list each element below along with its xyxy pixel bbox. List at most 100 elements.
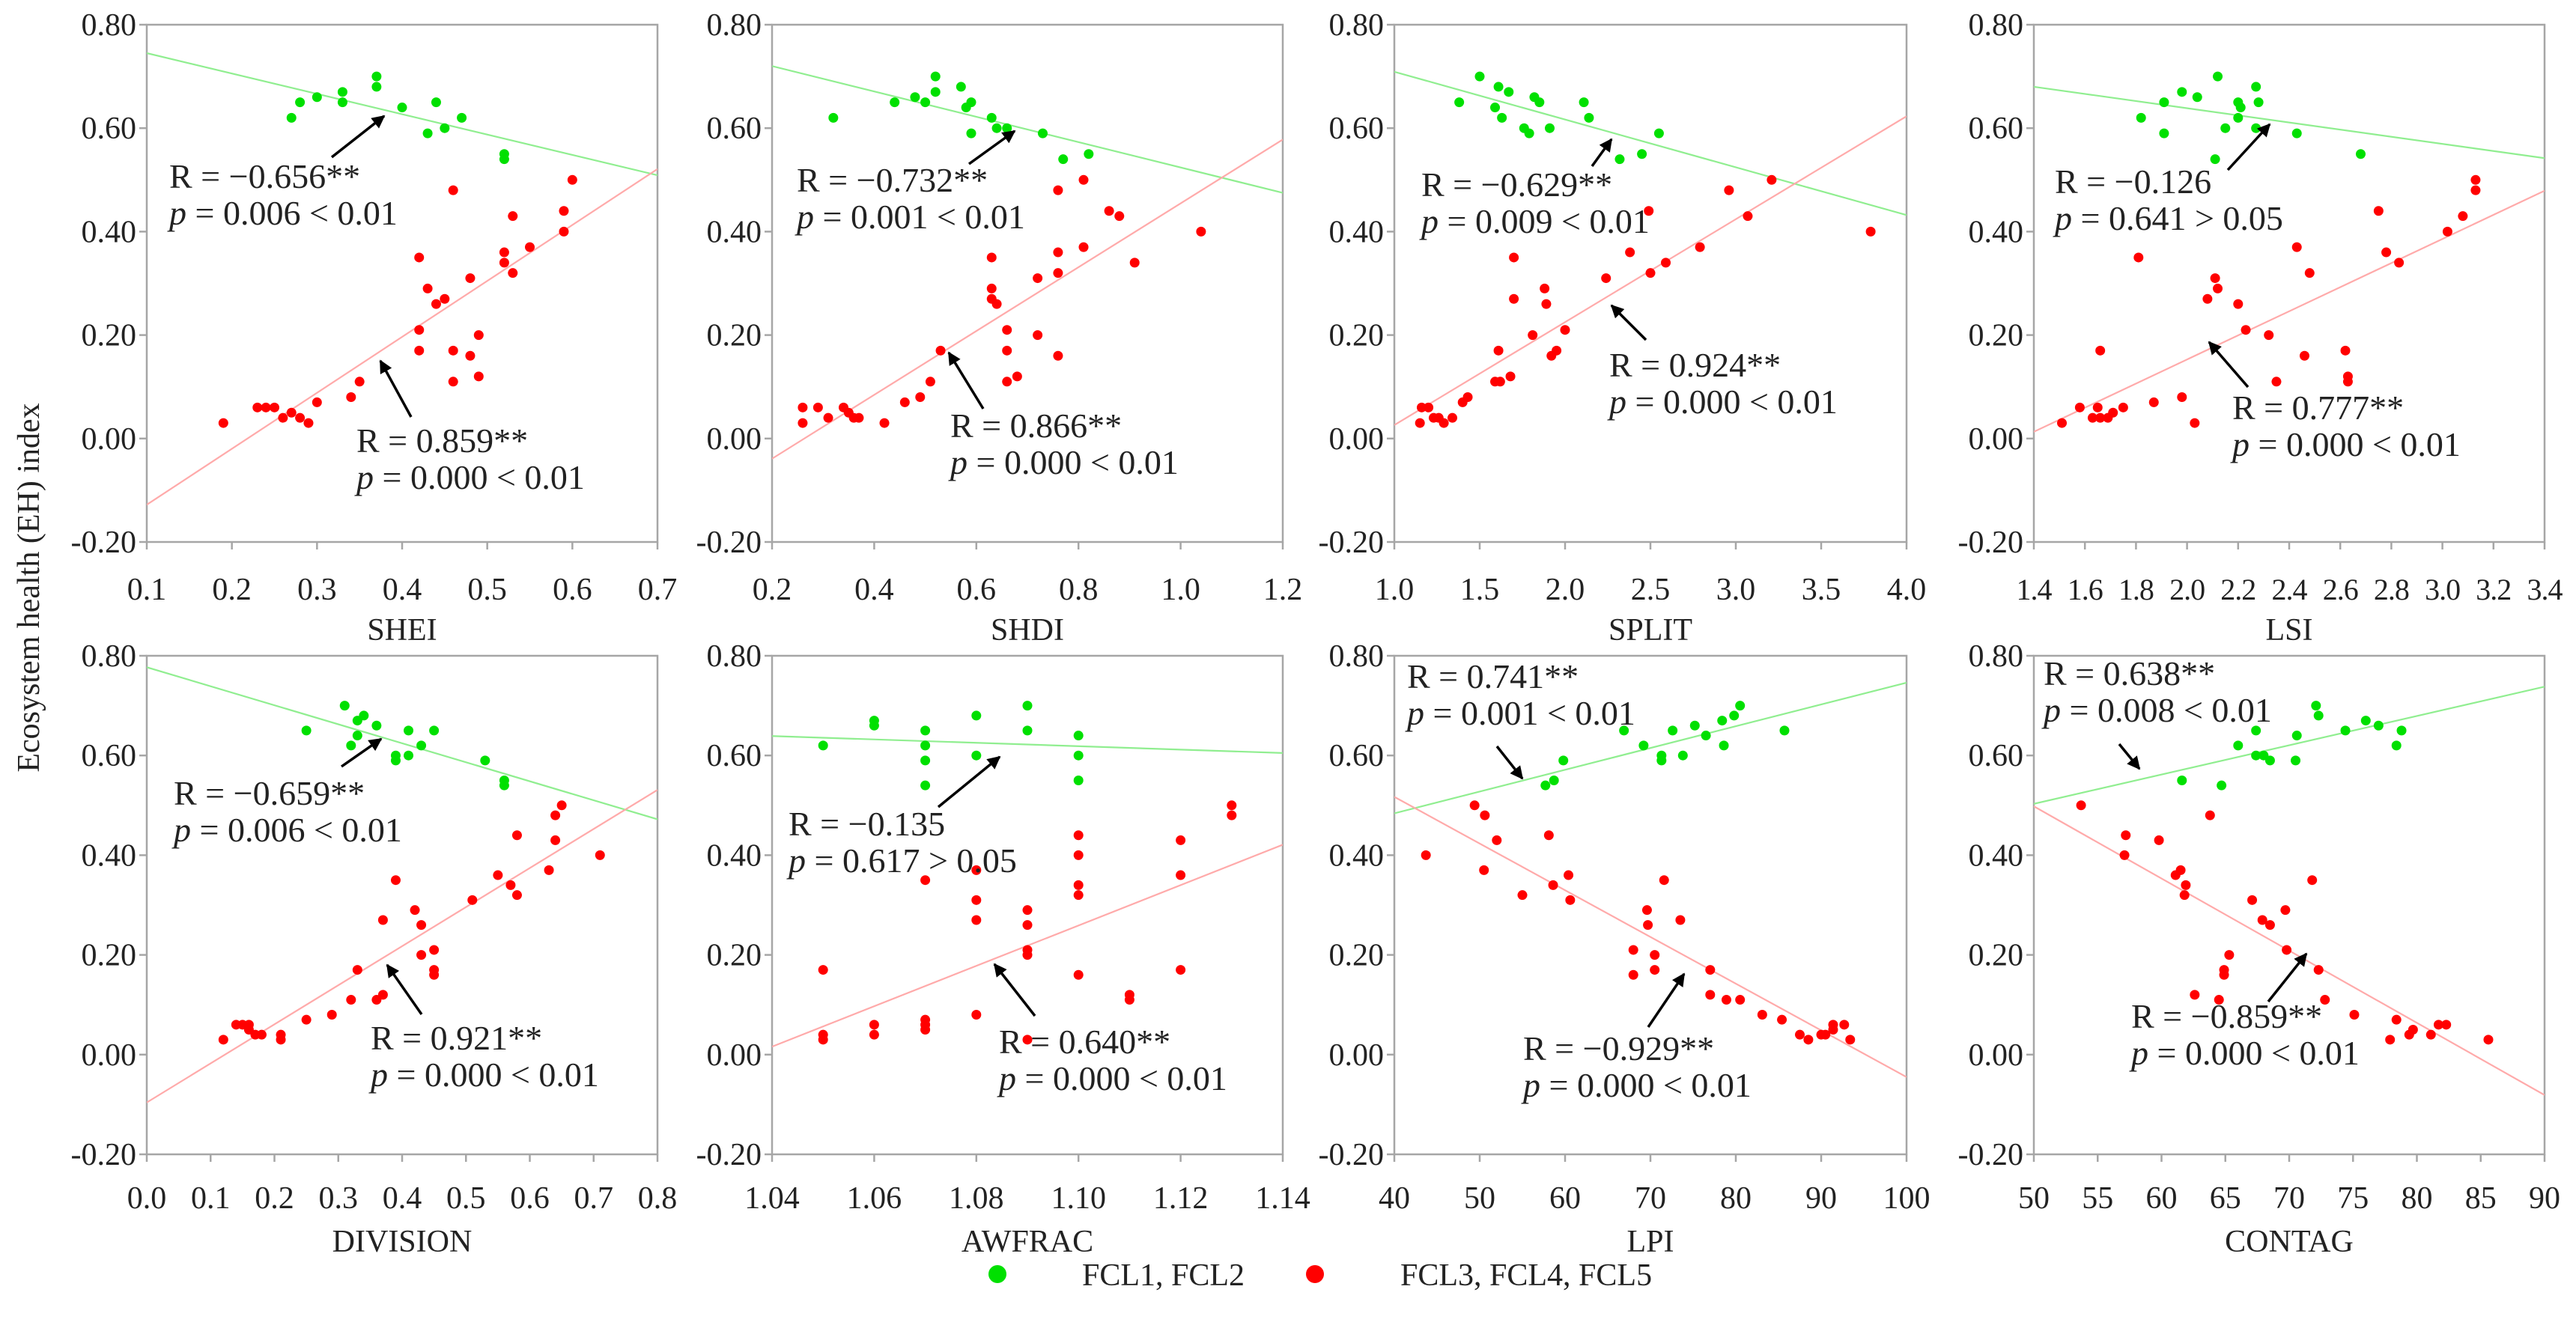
x-tick-label: 1.6 xyxy=(2068,573,2103,606)
trend-line xyxy=(772,65,1283,194)
y-tick-label: 0.80 xyxy=(1969,639,2024,674)
x-tick-label: 60 xyxy=(1549,1181,1581,1216)
data-point xyxy=(550,810,561,820)
series-fcl3-fcl4-fcl5 xyxy=(1394,796,1907,1078)
data-point xyxy=(2458,211,2468,222)
data-point xyxy=(2210,273,2220,284)
data-point xyxy=(2425,1029,2436,1040)
trend-line xyxy=(2034,686,2545,805)
r-value-label: R = −0.659** xyxy=(174,774,365,812)
x-tick-label: 0.4 xyxy=(854,573,894,607)
data-point xyxy=(1497,112,1507,123)
trend-line xyxy=(772,735,1283,754)
data-point xyxy=(1528,330,1538,341)
data-point xyxy=(1505,371,1516,382)
data-point xyxy=(991,123,1002,133)
plot-frame xyxy=(2032,654,2546,1156)
arrow-icon xyxy=(340,737,383,768)
data-point xyxy=(1638,740,1649,751)
data-point xyxy=(1002,377,1012,387)
y-tick-label: 0.00 xyxy=(82,1038,137,1073)
data-point xyxy=(2291,128,2302,138)
data-point xyxy=(1439,418,1449,428)
y-tick-label: 0.00 xyxy=(1969,422,2024,457)
y-tick-label: 0.20 xyxy=(707,939,762,973)
data-point xyxy=(410,905,420,916)
trend-line xyxy=(147,52,657,177)
data-point xyxy=(286,112,297,123)
data-point xyxy=(511,890,522,901)
trend-line xyxy=(772,138,1283,460)
arrow-icon xyxy=(379,359,413,418)
x-tick-label: 90 xyxy=(1805,1181,1837,1216)
data-point xyxy=(2313,710,2324,721)
data-point xyxy=(559,226,569,237)
data-point xyxy=(930,87,941,97)
series-fcl1-fcl2 xyxy=(1394,70,1907,216)
trend-line xyxy=(1394,681,1907,814)
data-point xyxy=(2470,174,2481,185)
data-point xyxy=(1022,950,1033,960)
data-point xyxy=(1735,701,1746,711)
data-point xyxy=(1625,247,1635,258)
data-point xyxy=(1601,273,1611,284)
r-value-label: R = 0.866** xyxy=(950,406,1122,445)
data-point xyxy=(869,1029,879,1040)
panel-split: 0.80 0.60 0.40 0.20 0.00 -0.20 1.0 1.5 2.0 2.5 3.0… xyxy=(1319,8,1927,648)
x-tick-label: 2.4 xyxy=(2272,573,2308,606)
data-point xyxy=(1548,880,1558,890)
data-point xyxy=(295,97,306,108)
data-point xyxy=(303,418,314,428)
r-value-label: R = −0.732** xyxy=(797,161,988,199)
data-point xyxy=(1645,268,1656,278)
data-point xyxy=(910,92,920,103)
data-point xyxy=(798,402,808,412)
data-point xyxy=(2271,377,2282,387)
x-tick-label: 0.0 xyxy=(127,1181,167,1216)
data-point xyxy=(414,325,425,335)
y-axis-title: Ecosystem health (EH) index xyxy=(12,403,46,772)
x-tick-label: 0.3 xyxy=(319,1181,359,1216)
data-point xyxy=(1705,990,1716,1000)
y-tick-label: 0.40 xyxy=(82,215,137,249)
data-point xyxy=(1073,776,1084,785)
data-point xyxy=(218,418,228,428)
data-point xyxy=(1653,128,1664,138)
data-point xyxy=(2264,755,2275,766)
data-point xyxy=(448,377,458,387)
data-point xyxy=(798,418,808,428)
data-point xyxy=(1462,392,1473,403)
data-point xyxy=(2264,920,2275,931)
x-tick-label: 0.2 xyxy=(255,1181,294,1216)
data-point xyxy=(920,755,931,766)
data-point xyxy=(2247,895,2258,905)
data-point xyxy=(440,123,450,133)
data-point xyxy=(2396,725,2407,736)
data-point xyxy=(397,103,407,113)
data-point xyxy=(1002,345,1012,356)
data-point xyxy=(218,1035,228,1045)
x-tick-label: 2.5 xyxy=(1631,573,1671,607)
data-point xyxy=(2349,1010,2360,1020)
plot-frame xyxy=(771,23,1284,543)
data-point xyxy=(1689,720,1700,731)
data-point xyxy=(1560,325,1570,335)
data-point xyxy=(920,725,931,736)
data-point xyxy=(1073,750,1084,761)
data-point xyxy=(2373,206,2384,216)
data-point xyxy=(1504,87,1514,97)
data-point xyxy=(377,990,388,1000)
y-tick-label: 0.40 xyxy=(1329,838,1385,873)
data-point xyxy=(1719,740,1729,751)
data-point xyxy=(1454,97,1465,108)
data-point xyxy=(2391,740,2402,751)
series-fcl3-fcl4-fcl5 xyxy=(2034,174,2545,433)
data-point xyxy=(971,710,982,721)
y-tick-label: 0.00 xyxy=(82,422,137,457)
x-tick-label: 1.12 xyxy=(1153,1181,1209,1216)
data-point xyxy=(465,273,476,284)
trend-line xyxy=(1394,70,1907,216)
data-point xyxy=(1767,174,1777,185)
x-tick-label: 50 xyxy=(2018,1181,2050,1216)
data-point xyxy=(971,750,982,761)
